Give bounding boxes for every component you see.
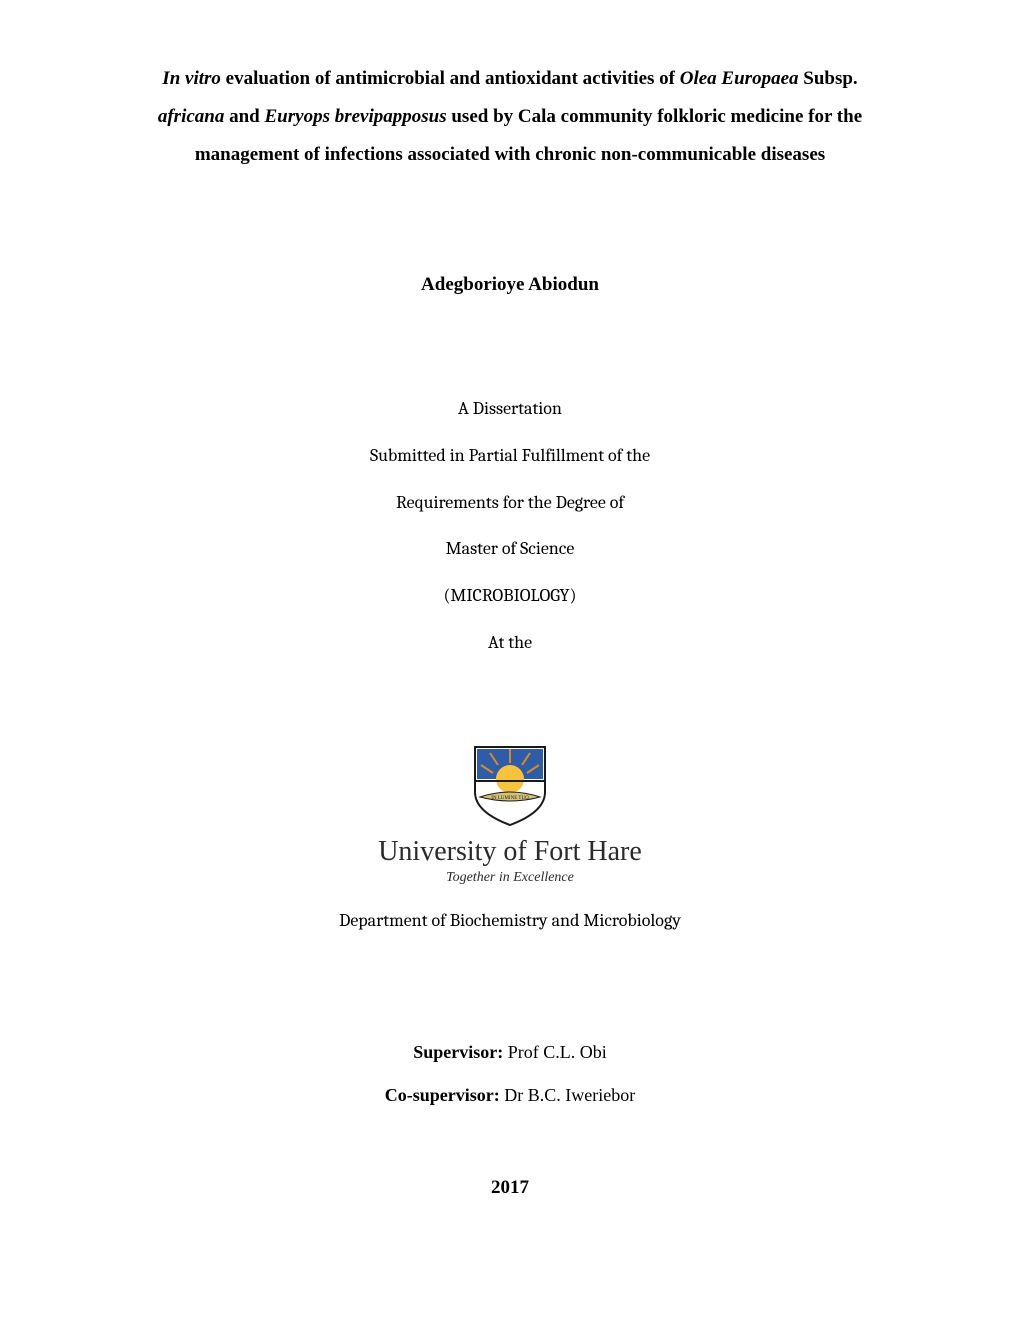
submission-line-5: (MICROBIOLOGY) bbox=[370, 573, 650, 620]
svg-text:IN LUMINE TUO: IN LUMINE TUO bbox=[491, 796, 529, 801]
cosupervisor-name: Dr B.C. Iweriebor bbox=[500, 1085, 635, 1105]
title-italic-4: Euryops brevipapposus bbox=[265, 106, 447, 127]
supervisor-line: Supervisor: Prof C.L. Obi bbox=[385, 1031, 635, 1074]
submission-line-1: A Dissertation bbox=[370, 386, 650, 433]
title-italic-1: In vitro bbox=[162, 68, 221, 89]
submission-line-4: Master of Science bbox=[370, 526, 650, 573]
submission-block: A Dissertation Submitted in Partial Fulf… bbox=[370, 386, 650, 667]
supervisor-block: Supervisor: Prof C.L. Obi Co-supervisor:… bbox=[385, 1031, 635, 1117]
title-text-2a: and bbox=[224, 106, 264, 127]
university-name: University of Fort Hare bbox=[378, 836, 642, 868]
university-logo-block: IN LUMINE TUO University of Fort Hare To… bbox=[378, 737, 642, 900]
cosupervisor-label: Co-supervisor: bbox=[385, 1085, 500, 1105]
cosupervisor-line: Co-supervisor: Dr B.C. Iweriebor bbox=[385, 1074, 635, 1117]
title-italic-3: africana bbox=[158, 106, 225, 127]
university-motto: Together in Excellence bbox=[446, 870, 574, 886]
title-italic-2: Olea Europaea bbox=[680, 68, 799, 89]
title-text-2b: used by Cala community folkloric medicin… bbox=[447, 106, 863, 127]
university-crest-icon: IN LUMINE TUO bbox=[455, 737, 565, 832]
author-name: Adegborioye Abiodun bbox=[421, 274, 599, 296]
year: 2017 bbox=[491, 1177, 529, 1199]
title-line-1: In vitro evaluation of antimicrobial and… bbox=[158, 60, 862, 98]
title-text-1b: Subsp. bbox=[799, 68, 858, 89]
title-line-3: management of infections associated with… bbox=[158, 136, 862, 174]
submission-line-6: At the bbox=[370, 620, 650, 667]
title-line-2: africana and Euryops brevipapposus used … bbox=[158, 98, 862, 136]
submission-line-2: Submitted in Partial Fulfillment of the bbox=[370, 433, 650, 480]
submission-line-3: Requirements for the Degree of bbox=[370, 480, 650, 527]
supervisor-label: Supervisor: bbox=[413, 1042, 503, 1062]
dissertation-title: In vitro evaluation of antimicrobial and… bbox=[158, 60, 862, 174]
department-name: Department of Biochemistry and Microbiol… bbox=[339, 910, 681, 931]
supervisor-name: Prof C.L. Obi bbox=[503, 1042, 607, 1062]
title-text-1: evaluation of antimicrobial and antioxid… bbox=[221, 68, 680, 89]
